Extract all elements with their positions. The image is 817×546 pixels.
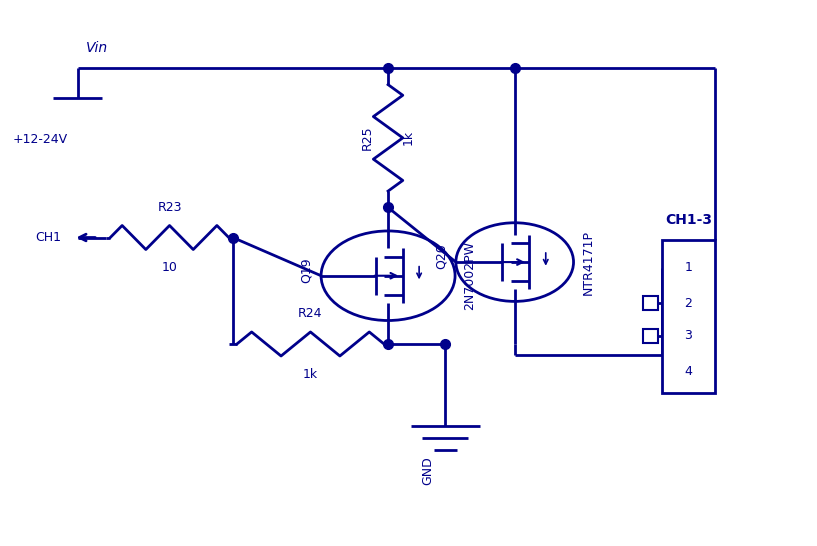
Text: R23: R23: [158, 201, 181, 214]
Text: 4: 4: [685, 365, 692, 378]
Text: GND: GND: [421, 456, 434, 485]
Text: R24: R24: [298, 307, 323, 321]
Text: NTR4171P: NTR4171P: [582, 229, 595, 295]
FancyBboxPatch shape: [662, 240, 715, 393]
Text: 10: 10: [162, 261, 177, 274]
FancyBboxPatch shape: [643, 296, 658, 310]
Text: Q20: Q20: [435, 244, 448, 270]
Text: +12-24V: +12-24V: [12, 133, 67, 146]
Text: 2: 2: [685, 296, 692, 310]
Text: 3: 3: [685, 329, 692, 342]
Text: 1: 1: [685, 261, 692, 274]
Text: R25: R25: [361, 126, 374, 150]
Text: 1k: 1k: [303, 367, 318, 381]
Text: 1k: 1k: [402, 130, 415, 145]
Text: CH1: CH1: [35, 231, 61, 244]
Text: Vin: Vin: [86, 40, 108, 55]
Text: 2N7002PW: 2N7002PW: [463, 241, 476, 310]
Text: CH1-3: CH1-3: [665, 212, 712, 227]
FancyBboxPatch shape: [643, 329, 658, 343]
Text: Q19: Q19: [300, 258, 313, 283]
